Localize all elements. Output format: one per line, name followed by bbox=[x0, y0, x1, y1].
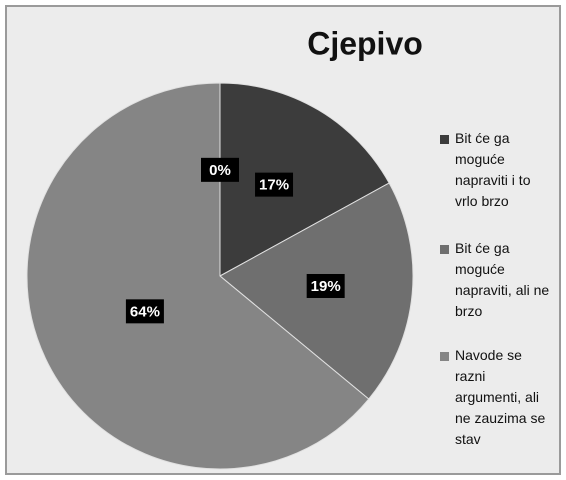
data-label: 64% bbox=[130, 303, 160, 320]
legend-swatch bbox=[440, 135, 449, 144]
data-label-box bbox=[125, 299, 164, 324]
data-label: 19% bbox=[311, 278, 341, 295]
data-label-box bbox=[201, 157, 239, 182]
data-label: 17% bbox=[259, 177, 289, 194]
data-label-box bbox=[255, 172, 294, 197]
legend-label: Bit će ga moguće napraviti, ali ne brzo bbox=[455, 240, 550, 319]
legend-label: Bit će ga moguće napraviti i to vrlo brz… bbox=[455, 130, 531, 209]
legend-swatch bbox=[440, 352, 449, 361]
legend-label: Navode se razni argumenti, ali ne zauzim… bbox=[455, 347, 546, 447]
pie-slice bbox=[219, 82, 390, 277]
legend-swatch bbox=[440, 245, 449, 254]
chart-title: Cjepivo bbox=[307, 25, 423, 61]
data-label: 0% bbox=[209, 162, 231, 179]
data-label-box bbox=[306, 273, 345, 298]
pie-slice bbox=[26, 82, 370, 470]
